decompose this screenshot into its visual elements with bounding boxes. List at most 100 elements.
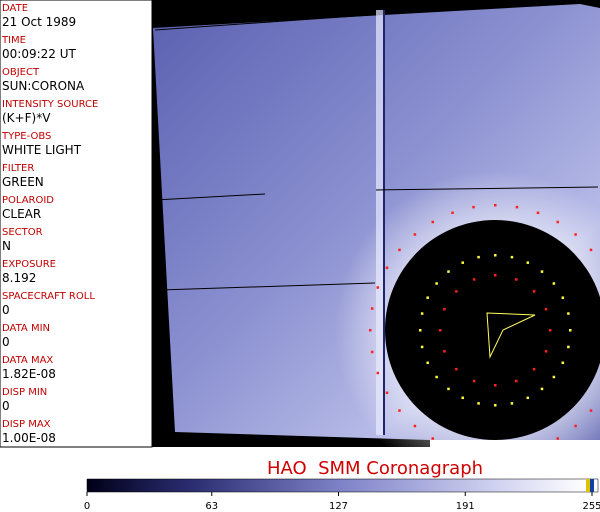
scan-line: [159, 282, 376, 291]
overlay-dot: [398, 409, 401, 412]
overlay-dot: [443, 307, 446, 311]
field-value: 0: [2, 303, 10, 317]
overlay-dot: [369, 329, 372, 332]
colorbar-tick-label: 0: [84, 501, 90, 512]
field-label: OBJECT: [2, 67, 40, 78]
field-label: FILTER: [2, 163, 34, 174]
overlay-dot: [494, 254, 497, 257]
overlay-dot: [574, 424, 577, 428]
field-label: DATE: [2, 3, 28, 14]
overlay-dot: [435, 282, 438, 285]
overlay-dot: [552, 282, 556, 285]
image-edge: [430, 440, 600, 447]
field-value: WHITE LIGHT: [2, 143, 82, 157]
overlay-dot: [494, 384, 497, 387]
overlay-dot: [443, 350, 446, 353]
scan-line: [375, 186, 599, 191]
field-value: 21 Oct 1989: [2, 15, 76, 29]
overlay-dot: [413, 424, 417, 428]
field-label: TIME: [1, 35, 26, 46]
overlay-dot: [544, 350, 548, 353]
scan-line: [154, 193, 266, 201]
overlay-dot: [574, 233, 577, 236]
field-value: 1.82E-08: [2, 367, 56, 381]
overlay-dot: [526, 396, 530, 400]
overlay-dot: [419, 329, 422, 332]
colorbar-end: [590, 479, 594, 492]
occulter: [385, 220, 600, 440]
overlay-dot: [540, 387, 544, 391]
overlay-dot: [376, 286, 380, 289]
overlay-dot: [532, 290, 536, 293]
field-label: POLAROID: [2, 195, 54, 206]
overlay-dot: [589, 409, 593, 412]
overlay-dot: [439, 329, 442, 332]
field-label: EXPOSURE: [2, 259, 56, 270]
field-value: GREEN: [2, 175, 44, 189]
overlay-dot: [477, 255, 480, 259]
overlay-dot: [526, 261, 530, 264]
field-value: SUN:CORONA: [2, 79, 85, 93]
overlay-dot: [515, 379, 518, 383]
overlay-dots: [369, 204, 593, 440]
overlay-dot: [472, 278, 476, 281]
overlay-dot: [556, 437, 559, 440]
overlay-dot: [472, 205, 475, 209]
overlay-dot: [567, 312, 570, 315]
overlay-dot: [540, 270, 544, 273]
field-label: INTENSITY SOURCE: [2, 99, 98, 110]
overlay-dot: [431, 220, 434, 224]
overlay-dot: [515, 205, 519, 209]
colorbar-end: [586, 479, 590, 492]
overlay-dot: [426, 361, 429, 365]
overlay-dot: [477, 402, 480, 405]
overlay-dot: [494, 274, 497, 277]
overlay-dot: [385, 266, 389, 269]
field-value: 1.00E-08: [2, 431, 56, 445]
field-label: DISP MIN: [2, 387, 47, 398]
field-label: DATA MAX: [2, 355, 53, 366]
colorbar-tick-label: 255: [582, 501, 600, 512]
overlay-dot: [426, 296, 429, 299]
overlay-dot: [447, 270, 450, 273]
field-value: (K+F)*V: [2, 111, 51, 125]
field-value: N: [2, 239, 11, 253]
overlay-dot: [561, 296, 565, 299]
overlay-dot: [435, 375, 438, 379]
overlay-dot: [455, 290, 458, 293]
overlay-dot: [561, 361, 565, 365]
overlay-dot: [510, 402, 514, 405]
field-value: 0: [2, 335, 10, 349]
overlay-dot: [398, 248, 401, 252]
field-value: 8.192: [2, 271, 36, 285]
overlay-dot: [556, 220, 559, 224]
overlay-dot: [431, 437, 434, 440]
overlay-dot: [420, 345, 424, 349]
overlay-dot: [451, 211, 454, 215]
overlay-dot: [472, 379, 476, 383]
overlay-dot: [461, 261, 464, 264]
overlay-dot: [544, 307, 548, 311]
overlay-dot: [376, 371, 380, 375]
overlay-dot: [370, 307, 374, 310]
field-label: TYPE-OBS: [1, 131, 51, 142]
overlay-dot: [420, 312, 424, 315]
overlay-marker: [486, 312, 536, 359]
field-value: 0: [2, 399, 10, 413]
overlay-dot: [569, 329, 572, 332]
field-value: 00:09:22 UT: [2, 47, 76, 61]
overlay-dot: [552, 375, 556, 379]
pylon: [376, 10, 384, 435]
field-value: CLEAR: [2, 207, 41, 221]
colorbar-tick-label: 191: [456, 501, 475, 512]
overlay-dot: [494, 204, 497, 207]
caption: HAO SMM Coronagraph: [267, 458, 483, 479]
overlay-dot: [549, 329, 552, 332]
info-panel: [0, 0, 153, 448]
overlay-dot: [413, 233, 417, 236]
overlay-dot: [515, 278, 518, 281]
field-label: DISP MAX: [2, 419, 51, 430]
overlay-dot: [461, 396, 464, 400]
